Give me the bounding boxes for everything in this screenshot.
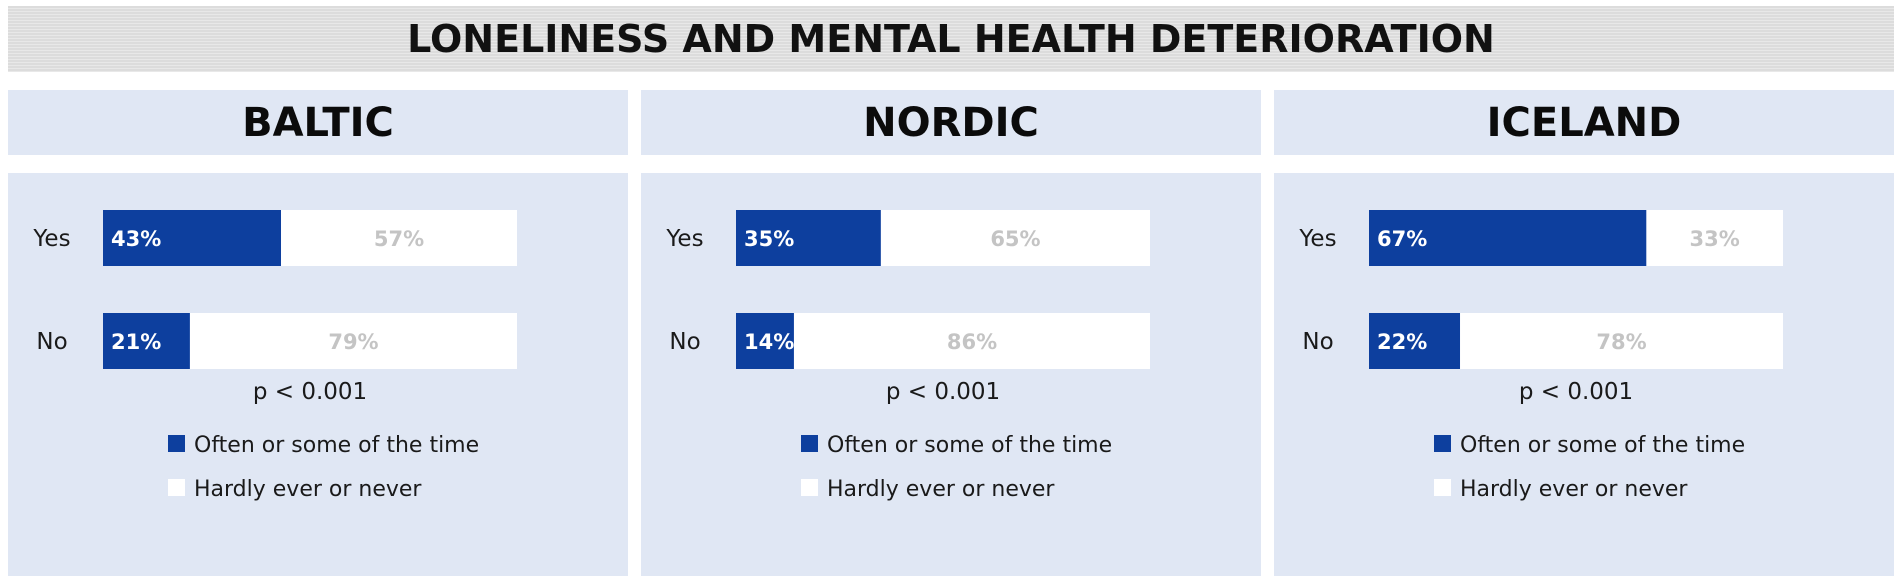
panel-title: ICELAND <box>1486 99 1682 146</box>
data-label: 57% <box>374 227 424 251</box>
bar-often-segment <box>103 210 282 266</box>
p-value-annotation: p < 0.001 <box>886 379 1000 405</box>
bar-never-segment <box>880 210 1150 266</box>
category-label: Yes <box>665 226 703 252</box>
legend-label: Often or some of the time <box>827 433 1112 458</box>
category-label: Yes <box>32 226 70 252</box>
stacked-bar-chart-nordic: Yes 35% 65% No 14% 86% p < 0.001 Often or some … <box>665 210 1150 502</box>
bar-never-segment <box>793 313 1150 369</box>
legend-swatch-never <box>1434 479 1451 496</box>
panel-header: BALTIC <box>8 90 628 155</box>
category-label: Yes <box>1298 226 1336 252</box>
chart-area: Yes 35% 65% No 14% 86% p < 0.001 Often or some … <box>641 173 1261 576</box>
panel-iceland: ICELAND Yes 67% 33% No 22% 78% p < 0.001 Often … <box>1274 90 1894 576</box>
category-label: No <box>1302 329 1333 355</box>
p-value-annotation: p < 0.001 <box>1519 379 1633 405</box>
bar-often-segment <box>103 313 190 369</box>
chart-area: Yes 67% 33% No 22% 78% p < 0.001 Often or some … <box>1274 173 1894 576</box>
panel-header: ICELAND <box>1274 90 1894 155</box>
legend-label: Hardly ever or never <box>1460 477 1688 502</box>
p-value-annotation: p < 0.001 <box>253 379 367 405</box>
data-label: 35% <box>744 227 794 251</box>
bar-often-segment <box>1369 313 1461 369</box>
data-label: 21% <box>111 330 161 354</box>
page-title: LONELINESS AND MENTAL HEALTH DETERIORATI… <box>407 17 1495 61</box>
panel-nordic: NORDIC Yes 35% 65% No 14% 86% p < 0.001 Often o… <box>641 90 1261 576</box>
data-label: 86% <box>947 330 997 354</box>
bar-often-segment <box>736 313 794 369</box>
legend-swatch-never <box>801 479 818 496</box>
legend-swatch-never <box>168 479 185 496</box>
data-label: 79% <box>328 330 378 354</box>
data-label: 65% <box>990 227 1040 251</box>
legend-swatch-often <box>168 435 185 452</box>
category-label: No <box>669 329 700 355</box>
panel-title: BALTIC <box>242 99 394 146</box>
chart-area: Yes 43% 57% No 21% 79% p < 0.001 Often or some … <box>8 173 628 576</box>
panel-title: NORDIC <box>863 99 1039 146</box>
panel-baltic: BALTIC Yes 43% 57% No 21% 79% p < 0.001 Often o… <box>8 90 628 576</box>
category-label: No <box>36 329 67 355</box>
bar-never-segment <box>1646 210 1783 266</box>
data-label: 78% <box>1596 330 1646 354</box>
legend-label: Hardly ever or never <box>827 477 1055 502</box>
stacked-bar-chart-iceland: Yes 67% 33% No 22% 78% p < 0.001 Often or some … <box>1298 210 1783 502</box>
title-bar: LONELINESS AND MENTAL HEALTH DETERIORATI… <box>8 6 1894 72</box>
legend-label: Often or some of the time <box>194 433 479 458</box>
legend-swatch-often <box>1434 435 1451 452</box>
bar-often-segment <box>1369 210 1647 266</box>
bar-never-segment <box>1460 313 1783 369</box>
bar-never-segment <box>189 313 517 369</box>
legend-label: Hardly ever or never <box>194 477 422 502</box>
legend-swatch-often <box>801 435 818 452</box>
bar-never-segment <box>281 210 517 266</box>
panel-header: NORDIC <box>641 90 1261 155</box>
bar-often-segment <box>736 210 881 266</box>
legend-label: Often or some of the time <box>1460 433 1745 458</box>
stacked-bar-chart-baltic: Yes 43% 57% No 21% 79% p < 0.001 Often or some … <box>32 210 517 502</box>
data-label: 43% <box>111 227 161 251</box>
data-label: 14% <box>744 330 794 354</box>
data-label: 33% <box>1690 227 1740 251</box>
data-label: 22% <box>1377 330 1427 354</box>
data-label: 67% <box>1377 227 1427 251</box>
